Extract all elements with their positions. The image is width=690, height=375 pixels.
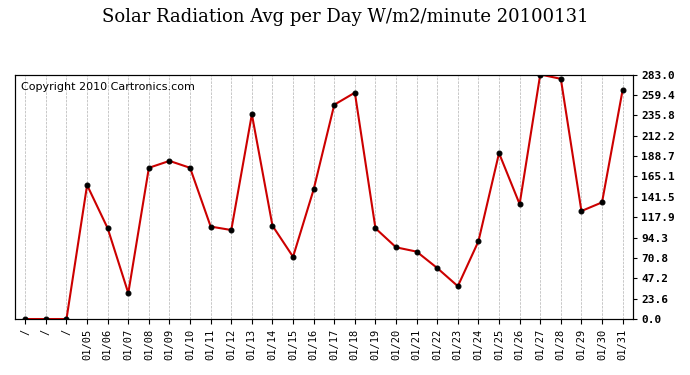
Text: Copyright 2010 Cartronics.com: Copyright 2010 Cartronics.com xyxy=(21,82,195,92)
Text: Solar Radiation Avg per Day W/m2/minute 20100131: Solar Radiation Avg per Day W/m2/minute … xyxy=(101,8,589,26)
